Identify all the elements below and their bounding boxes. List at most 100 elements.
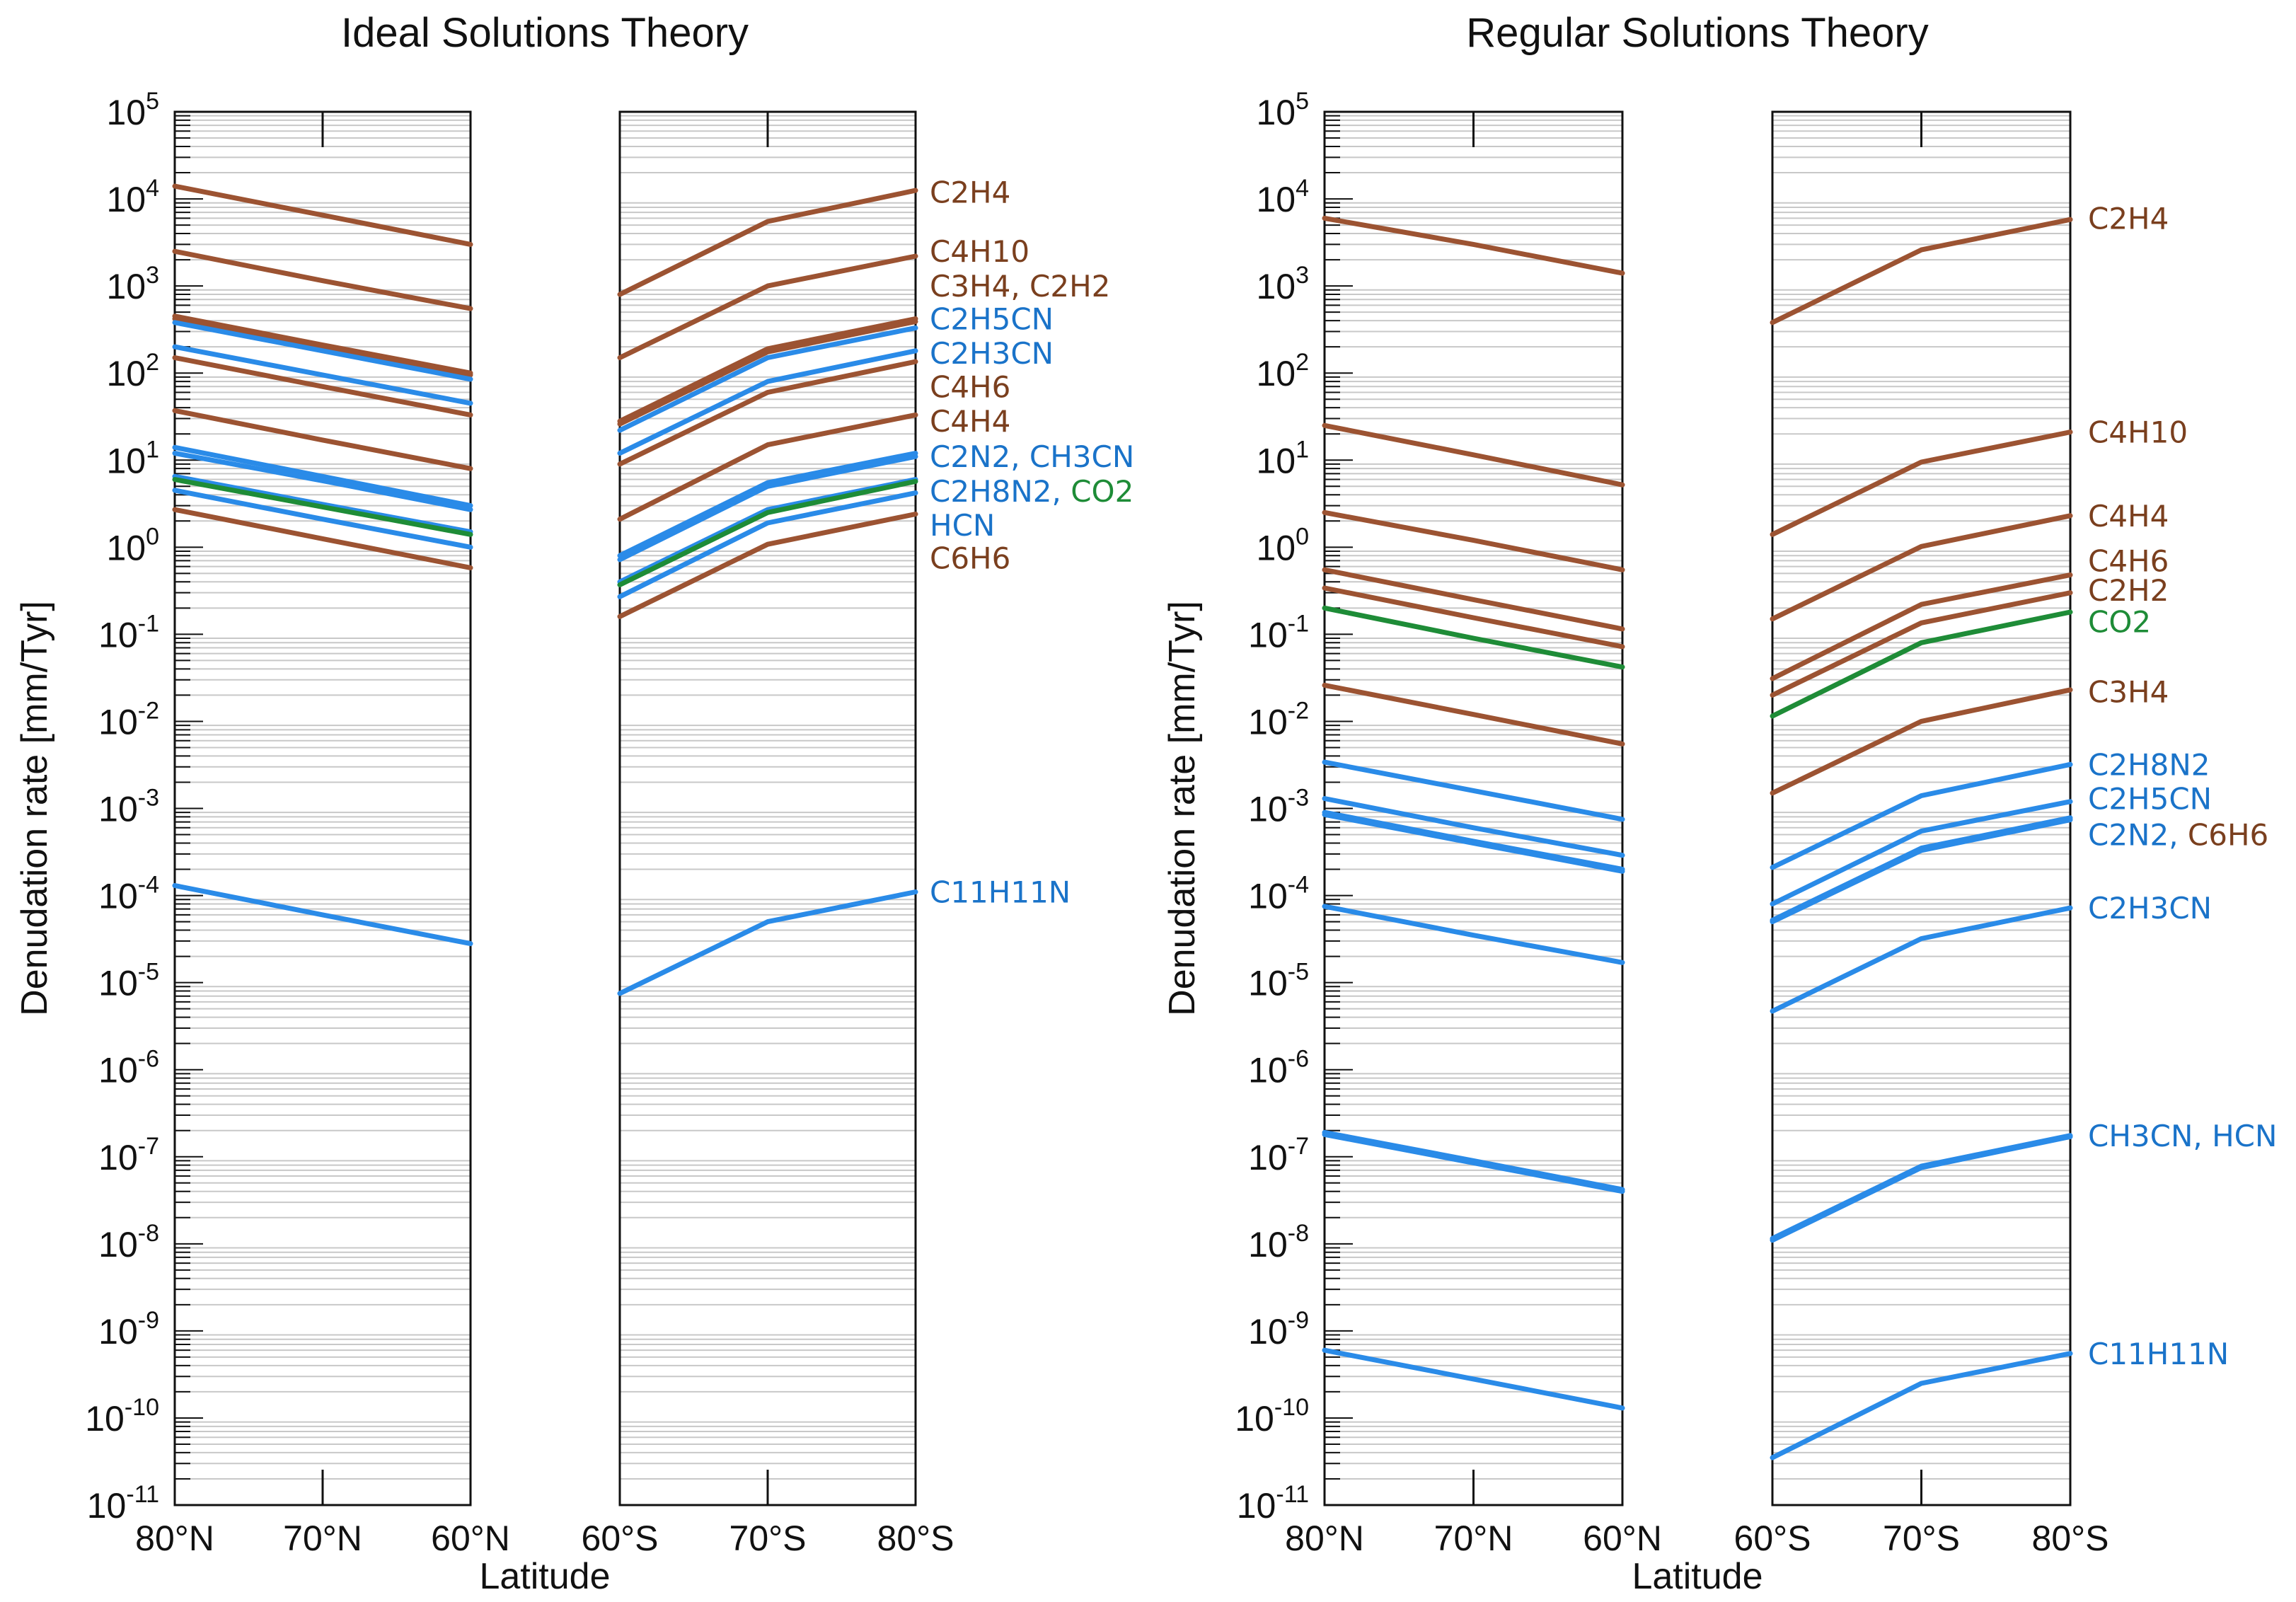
series-line-ch3cn (617, 454, 918, 563)
y-tick-label: 10-5 (98, 959, 159, 1003)
series-label: C4H4 (2088, 499, 2169, 534)
y-tick-label: 10-9 (1248, 1307, 1309, 1352)
y-tick-label: 10-4 (98, 872, 159, 916)
series-line-c6h6 (1322, 812, 1625, 874)
series-label: C3H4, C2H2 (930, 269, 1110, 304)
series-label: C4H4 (930, 404, 1010, 439)
series-label: CH3CN, HCN (2088, 1119, 2277, 1153)
y-tick-label: 10-3 (98, 785, 159, 829)
series-line-c2h3cn (617, 348, 918, 456)
series-line-hcn (1770, 1134, 2073, 1243)
x-tick-label: 60°S (582, 1519, 659, 1558)
series-label: C4H10 (2088, 415, 2188, 450)
series-label: C2H3CN (2088, 891, 2212, 926)
series-line-c6h6 (172, 507, 473, 570)
y-tick-label: 102 (1256, 349, 1309, 393)
series-label: C2H8N2 (2088, 747, 2210, 782)
x-tick-label: 70°S (729, 1519, 807, 1558)
y-tick-label: 101 (106, 436, 159, 480)
panel-north: 80°N 70°N 60°N (135, 110, 510, 1558)
y-tick-label: 102 (106, 349, 159, 393)
series-line-c3h4 (1322, 682, 1625, 747)
series-line-c2h5cn (617, 325, 918, 433)
series-line-c4h6 (1770, 572, 2073, 681)
y-tick-label: 103 (106, 262, 159, 306)
chart-ideal: Ideal Solutions Theory Denudation rate [m… (14, 10, 1134, 1597)
series-label: C11H11N (2088, 1337, 2229, 1371)
y-tick-label: 10-6 (1248, 1046, 1309, 1090)
y-tick-label: 10-5 (1248, 959, 1309, 1003)
chart-title: Ideal Solutions Theory (341, 10, 749, 56)
series-label: HCN (930, 508, 995, 543)
series-line-c2h2 (172, 316, 473, 378)
y-tick-label: 10-11 (1237, 1481, 1309, 1526)
y-tick-label: 10-8 (98, 1220, 159, 1264)
series-label: C2H4 (2088, 201, 2169, 236)
y-axis-label: Denudation rate [mm/Tyr] (1162, 601, 1203, 1016)
series-line-c11h11n (1770, 1351, 2073, 1460)
y-tick-label: 10-2 (1248, 697, 1309, 742)
series-line-c2h4 (1770, 217, 2073, 325)
series-label: CO2 (2088, 604, 2151, 639)
series-line-hcn (172, 488, 473, 550)
series-line-c2h2 (1770, 590, 2073, 698)
y-tick-label: 103 (1256, 262, 1309, 306)
series-line-ch3cn (172, 451, 473, 512)
series-line-c4h6 (1322, 567, 1625, 632)
x-tick-label: 80°N (135, 1519, 214, 1558)
series-line-c2h2 (1322, 585, 1625, 650)
series-line-c2n2 (617, 451, 918, 558)
y-tick-label: 10-2 (98, 697, 159, 742)
series-line-c2h3cn (1770, 905, 2073, 1014)
y-tick-label: 10-1 (98, 610, 159, 655)
y-tick-label: 104 (106, 175, 159, 219)
x-tick-label: 70°S (1883, 1519, 1960, 1558)
series-line-c4h10 (172, 248, 473, 311)
y-tick-label: 100 (1256, 523, 1309, 567)
series-line-c2n2 (172, 444, 473, 509)
x-tick-label: 60°N (1583, 1519, 1662, 1558)
series-line-c11h11n (617, 889, 918, 996)
series-label: C4H10 (930, 234, 1029, 269)
series-line-co2 (172, 477, 473, 537)
y-tick-label: 10-3 (1248, 785, 1309, 829)
series-line-c4h4 (617, 412, 918, 522)
x-tick-label: 70°N (283, 1519, 362, 1558)
y-tick-label: 101 (1256, 436, 1309, 480)
x-tick-label: 60°N (431, 1519, 510, 1558)
y-tick-label: 105 (1256, 88, 1309, 132)
y-tick-label: 100 (106, 523, 159, 567)
series-line-c11h11n (1322, 1347, 1625, 1411)
series-line-c4h6 (617, 359, 918, 467)
y-tick-label: 10-1 (1248, 610, 1309, 655)
panel-north: 80°N 70°N 60°N (1285, 110, 1662, 1558)
series-line-c2h2 (617, 318, 918, 427)
series-line-c2h4 (617, 188, 918, 297)
y-tick-label: 10-6 (98, 1046, 159, 1090)
series-label: C3H4 (2088, 674, 2169, 709)
y-axis-label: Denudation rate [mm/Tyr] (14, 601, 55, 1016)
x-tick-label: 70°N (1434, 1519, 1513, 1558)
series-label: C2H4 (930, 175, 1010, 209)
y-tick-label: 10-10 (85, 1394, 159, 1439)
series-label: C2H5CN (2088, 781, 2212, 816)
series-line-ch3cn (1770, 1133, 2073, 1241)
series-line-c3h4 (1770, 687, 2073, 796)
series-line-c11h11n (172, 883, 473, 947)
series-label: C11H11N (930, 875, 1071, 909)
series-line-co2 (1322, 605, 1625, 670)
series-line-c3h4 (617, 316, 918, 424)
series-line-c2h8n2 (172, 473, 473, 535)
series-line-c6h6 (617, 512, 918, 619)
y-tick-label: 10-7 (1248, 1133, 1309, 1177)
y-tick-label: 10-11 (87, 1481, 159, 1526)
series-label: C2H5CN (930, 301, 1054, 336)
series-label: C2H8N2, CO2 (930, 474, 1133, 509)
series-line-c4h4 (1322, 509, 1625, 572)
series-line-c2h8n2 (1770, 761, 2073, 870)
series-line-c4h10 (1770, 430, 2073, 537)
panel-south: 60°S 70°S 80°S (1734, 110, 2108, 1558)
y-tick-label: 10-9 (98, 1307, 159, 1352)
series-line-c2h4 (1322, 215, 1625, 276)
